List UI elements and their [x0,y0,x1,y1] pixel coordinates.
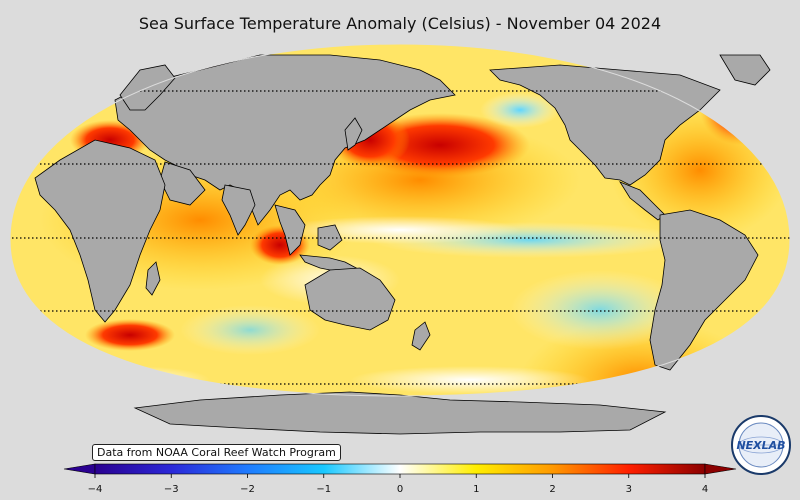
north-america-landmass [489,64,721,186]
antarctica-landmass [133,391,667,435]
india-landmass [221,184,256,236]
colorbar-tick-label: 2 [549,484,556,495]
colorbar-right-arrow [704,463,737,475]
globe-outline [9,43,791,397]
colorbar-tick-label: 1 [473,484,480,495]
colorbar-tick-label: 3 [625,484,632,495]
colorbar-tick-label: 0 [396,484,404,495]
colorbar-gradient [94,463,706,475]
colorbar-tick-label: 4 [701,484,709,495]
borneo-landmass [317,224,343,251]
new-zealand-landmass [411,321,431,351]
nexlab-globe-logo: NEXLAB [731,415,791,475]
japan-landmass [344,117,363,151]
africa-landmass [34,139,166,323]
south-america-landmass [649,209,759,371]
colorbar-tick-label: −1 [316,484,332,495]
southeast-asia-landmass [274,204,306,256]
logo-text: NEXLAB [736,439,785,452]
colorbar-left-arrow [63,463,96,475]
colorbar-tick-label: −3 [163,484,179,495]
colorbar [63,463,737,475]
madagascar-landmass [145,261,161,296]
colorbar-tick-label: −4 [87,484,103,495]
greenland-landmass [719,54,771,86]
australia-landmass [304,267,396,331]
colorbar-tick-label: −2 [240,484,255,495]
map-title: Sea Surface Temperature Anomaly (Celsius… [138,14,662,33]
colorbar-tick-marks [94,474,706,478]
data-credit-label: Data from NOAA Coral Reef Watch Program [92,444,341,461]
land-layer [34,54,771,435]
